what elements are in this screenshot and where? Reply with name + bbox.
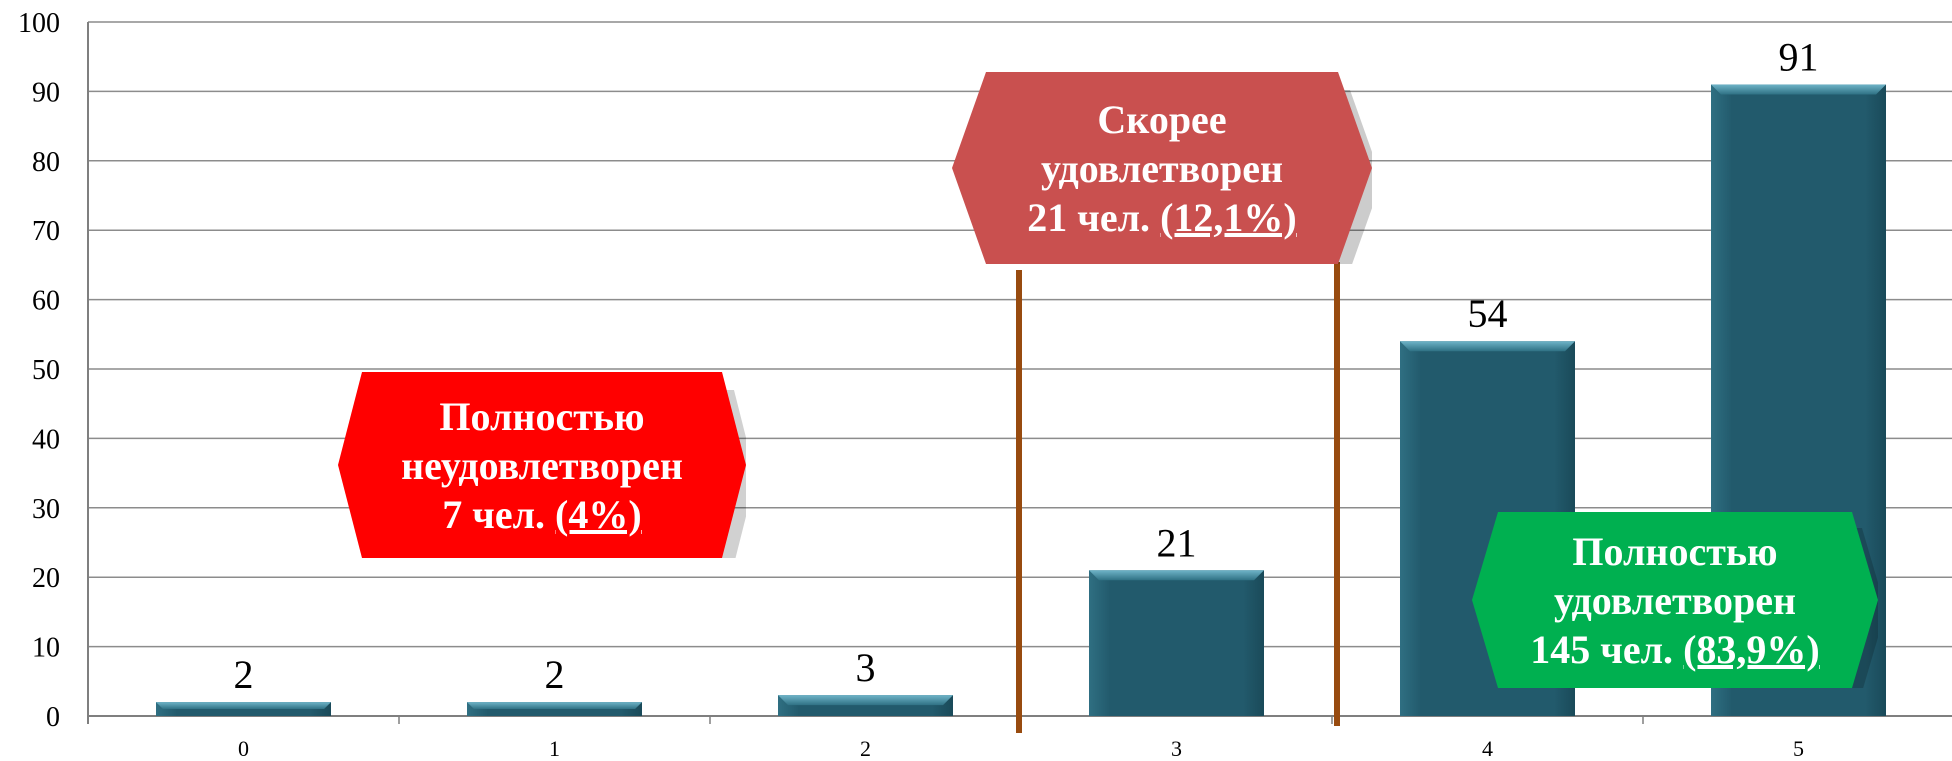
bar-body	[1089, 570, 1264, 716]
y-tick-label: 80	[32, 147, 60, 178]
callout-count: 21 чел.	[1027, 194, 1151, 240]
bar-bevel	[156, 702, 331, 710]
y-tick-label: 50	[32, 355, 60, 386]
value-label: 3	[856, 645, 876, 690]
value-label: 2	[234, 652, 254, 697]
bar-2	[778, 695, 953, 716]
callout-line3: 145 чел. (83,9%)	[1530, 625, 1819, 674]
callout-fully-satisfied: Полностью удовлетворен 145 чел. (83,9%)	[1472, 512, 1878, 688]
callout-count: 145 чел.	[1530, 626, 1674, 672]
callout-text: Скорее удовлетворен 21 чел. (12,1%)	[1027, 95, 1296, 242]
bar-1	[467, 702, 642, 716]
callout-line2: удовлетворен	[1553, 577, 1796, 623]
callout-text: Полностью удовлетворен 145 чел. (83,9%)	[1530, 527, 1819, 674]
callout-line2: неудовлетворен	[401, 442, 683, 488]
bar-0	[156, 702, 331, 716]
bar-3	[1089, 570, 1264, 716]
bar-bevel	[1711, 84, 1886, 95]
callout-shape-green	[1472, 512, 1878, 688]
callout-percent: (83,9%)	[1683, 626, 1820, 672]
callout-shape-salmon	[952, 72, 1372, 264]
y-tick-label: 10	[32, 633, 60, 664]
x-tick-label: 5	[1793, 736, 1804, 761]
x-tick-label: 0	[238, 736, 249, 761]
x-tick-label: 3	[1171, 736, 1182, 761]
y-tick-label: 70	[32, 216, 60, 247]
value-label: 2	[545, 652, 565, 697]
callout-shape-red	[338, 372, 746, 558]
y-axis-ticks: 0 10 20 30 40 50 60 70 80 90 100	[18, 8, 60, 733]
callout-line1: Скорее	[1097, 96, 1227, 142]
y-tick-label: 40	[32, 424, 60, 455]
callout-line3: 7 чел. (4%)	[401, 490, 683, 539]
y-tick-label: 0	[46, 702, 60, 733]
x-axis-ticks: 0 1 2 3 4 5	[238, 736, 1804, 761]
group-dividers	[1016, 262, 1340, 733]
bar-bevel	[778, 695, 953, 706]
value-labels: 2 2 3 21 54 91	[234, 34, 1819, 697]
y-tick-label: 100	[18, 8, 60, 39]
x-tick-label: 2	[860, 736, 871, 761]
y-tick-label: 60	[32, 286, 60, 317]
value-label: 91	[1779, 34, 1819, 79]
y-tick-label: 90	[32, 77, 60, 108]
callout-line2: удовлетворен	[1040, 145, 1283, 191]
callout-line1: Полностью	[439, 393, 645, 439]
callout-fully-dissatisfied: Полностью неудовлетворен 7 чел. (4%)	[338, 372, 746, 558]
callout-line3: 21 чел. (12,1%)	[1027, 193, 1296, 242]
callout-rather-satisfied: Скорее удовлетворен 21 чел. (12,1%)	[952, 72, 1372, 264]
y-tick-label: 20	[32, 563, 60, 594]
callout-percent: (4%)	[555, 491, 642, 537]
callout-text: Полностью неудовлетворен 7 чел. (4%)	[401, 392, 683, 539]
value-label: 21	[1157, 520, 1197, 565]
bar-bevel	[467, 702, 642, 710]
callout-percent: (12,1%)	[1160, 194, 1297, 240]
callout-line1: Полностью	[1572, 528, 1778, 574]
bar-bevel	[1400, 341, 1575, 352]
x-tick-label: 4	[1482, 736, 1493, 761]
x-tick-label: 1	[549, 736, 560, 761]
value-label: 54	[1468, 291, 1508, 336]
bar-bevel	[1089, 570, 1264, 581]
callout-count: 7 чел.	[442, 491, 546, 537]
y-tick-label: 30	[32, 494, 60, 525]
